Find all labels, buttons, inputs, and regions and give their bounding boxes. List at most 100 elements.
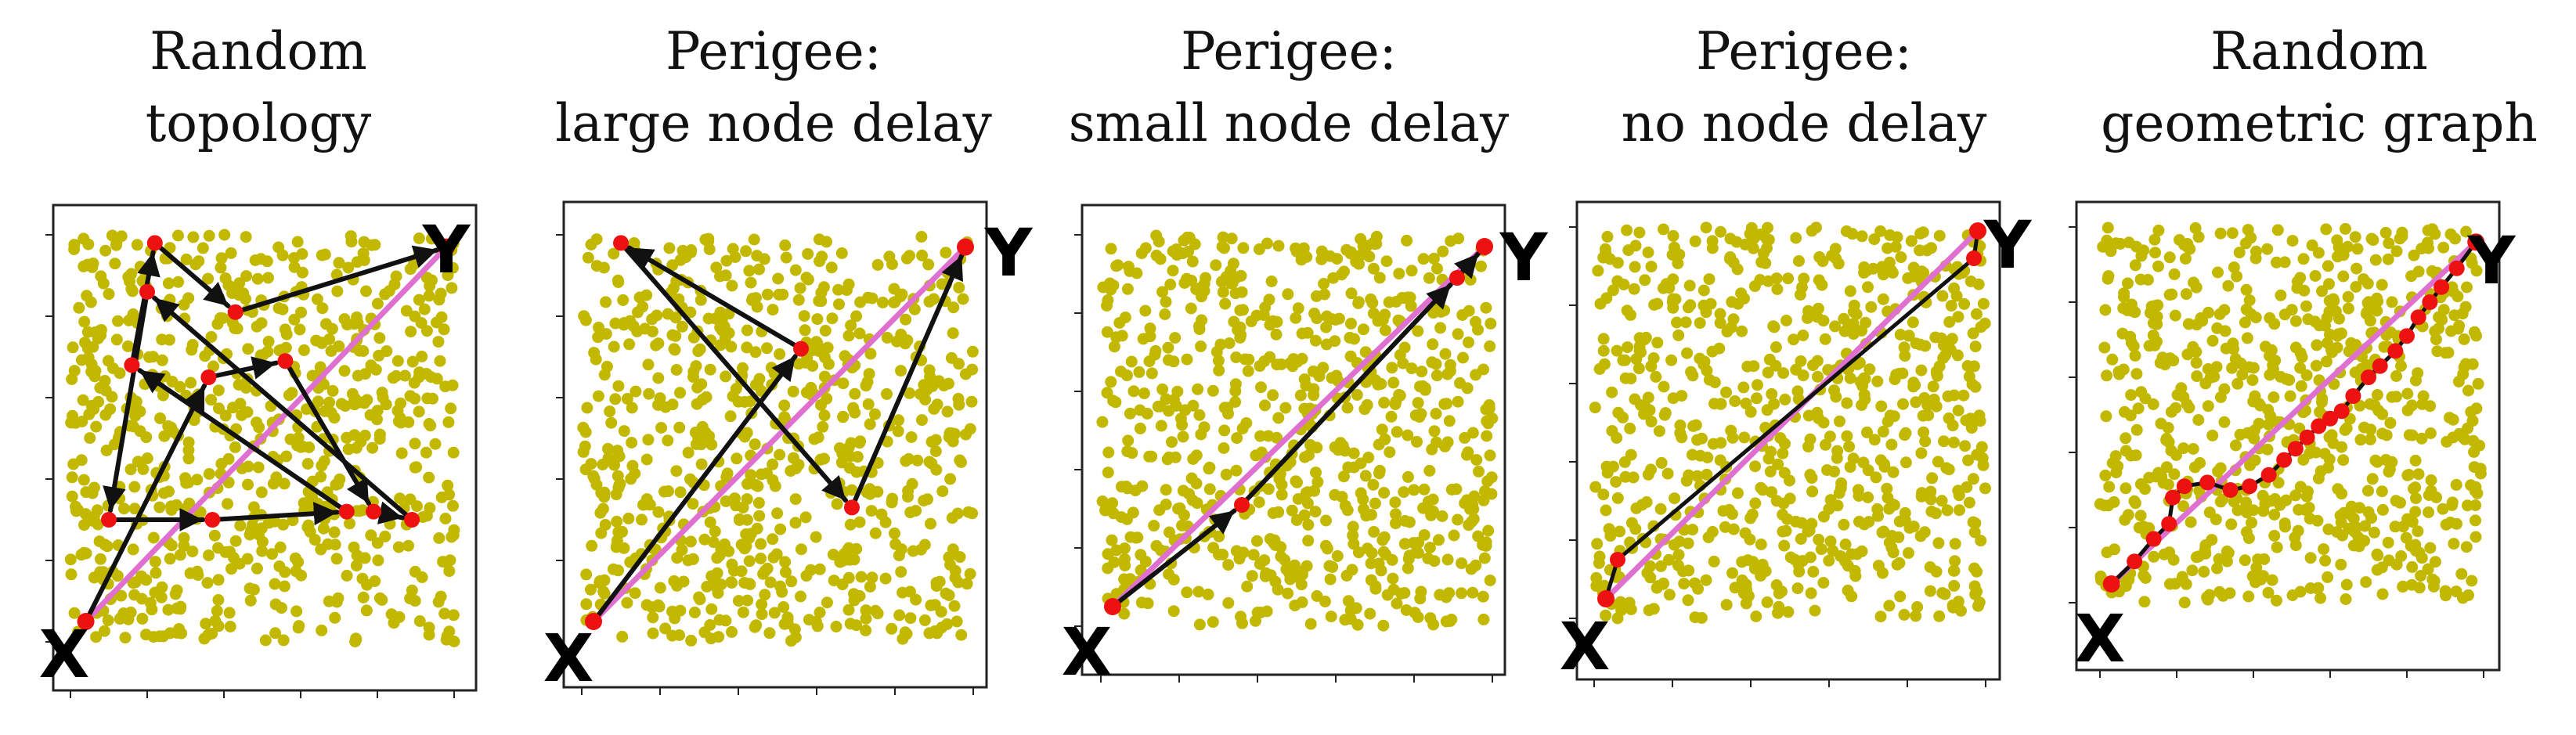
- network-node: [1342, 461, 1355, 474]
- network-node: [923, 627, 936, 640]
- network-node: [705, 603, 718, 615]
- network-node: [2234, 428, 2246, 441]
- network-node: [1969, 517, 1982, 529]
- network-node: [642, 434, 655, 446]
- network-node: [2462, 384, 2474, 397]
- network-node: [1167, 265, 1179, 277]
- network-node: [2103, 481, 2116, 493]
- network-node: [814, 453, 827, 466]
- network-node: [1823, 554, 1835, 567]
- network-node: [1962, 454, 1975, 467]
- network-node: [2102, 272, 2114, 285]
- endpoint-node: [957, 238, 974, 256]
- network-node: [1235, 611, 1247, 623]
- network-node: [1422, 552, 1434, 564]
- network-node: [2319, 554, 2332, 567]
- network-node: [819, 325, 832, 337]
- network-node: [251, 562, 263, 575]
- network-node: [319, 405, 331, 417]
- network-node: [1938, 435, 1950, 448]
- network-node: [420, 446, 432, 459]
- network-node: [777, 288, 789, 301]
- network-node: [1894, 329, 1907, 340]
- network-node: [1207, 384, 1219, 397]
- network-node: [1172, 503, 1185, 515]
- network-node: [2286, 235, 2299, 247]
- network-node: [387, 372, 399, 384]
- network-node: [1358, 503, 1370, 515]
- network-node: [1606, 386, 1618, 398]
- network-node: [178, 298, 190, 311]
- network-node: [1463, 519, 1475, 531]
- network-node: [2134, 510, 2147, 522]
- network-node: [2148, 550, 2160, 563]
- network-node: [1304, 618, 1317, 630]
- network-node: [1922, 409, 1935, 422]
- network-node: [1368, 526, 1380, 538]
- network-node: [1720, 386, 1732, 398]
- network-node: [1365, 574, 1377, 586]
- network-node: [1367, 308, 1380, 319]
- network-node: [2239, 237, 2252, 250]
- network-node: [447, 446, 460, 459]
- network-node: [136, 612, 149, 625]
- network-node: [1839, 539, 1852, 550]
- network-node: [751, 522, 763, 535]
- network-node: [929, 434, 942, 446]
- network-node: [1972, 278, 1985, 290]
- network-node: [442, 479, 454, 492]
- network-node: [1600, 609, 1612, 622]
- network-node: [431, 373, 443, 385]
- network-node: [1292, 493, 1304, 505]
- network-node: [647, 611, 659, 624]
- network-node: [1957, 389, 1970, 402]
- network-nodes: [1096, 229, 1499, 632]
- network-node: [869, 527, 882, 539]
- network-node: [2178, 596, 2191, 609]
- network-node: [2412, 525, 2424, 538]
- network-node: [2132, 402, 2145, 415]
- network-node: [1284, 573, 1297, 585]
- network-node: [1924, 585, 1936, 597]
- network-node: [1617, 354, 1629, 366]
- network-node: [1387, 572, 1399, 585]
- network-node: [1856, 230, 1868, 243]
- network-node: [2427, 580, 2440, 593]
- network-node: [128, 481, 141, 493]
- network-node: [1752, 379, 1763, 391]
- network-node: [1150, 229, 1163, 242]
- network-node: [1467, 586, 1479, 599]
- network-node: [262, 517, 275, 529]
- network-node: [1678, 578, 1690, 590]
- network-node: [147, 631, 160, 643]
- network-node: [1433, 534, 1445, 546]
- network-nodes: [1589, 222, 1991, 625]
- network-node: [2371, 389, 2383, 401]
- panel-title-line: Random: [2210, 21, 2428, 81]
- path-node: [2345, 388, 2361, 404]
- network-node: [767, 304, 779, 316]
- network-node: [2129, 349, 2141, 362]
- network-node: [1417, 253, 1430, 265]
- network-node: [1340, 569, 1353, 582]
- start-label: X: [543, 620, 594, 697]
- network-node: [737, 606, 749, 618]
- network-node: [435, 311, 448, 323]
- network-node: [1679, 316, 1692, 329]
- network-node: [691, 381, 704, 394]
- network-node: [114, 367, 126, 380]
- network-node: [2105, 245, 2117, 258]
- path-node: [2165, 489, 2181, 506]
- network-node: [1883, 503, 1896, 515]
- network-node: [1269, 575, 1282, 588]
- network-node: [1301, 497, 1314, 510]
- network-node: [212, 384, 225, 397]
- network-node: [2168, 268, 2181, 280]
- network-node: [1736, 325, 1748, 337]
- network-node: [2177, 442, 2190, 455]
- network-node: [2152, 260, 2164, 272]
- network-node: [1950, 290, 1963, 302]
- network-node: [269, 627, 282, 640]
- network-node: [735, 565, 748, 578]
- network-node: [1703, 373, 1716, 386]
